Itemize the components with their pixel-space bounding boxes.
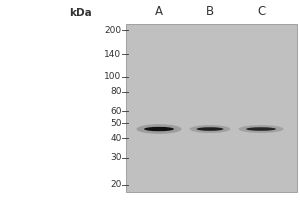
Bar	[126, 24, 297, 192]
Text: 200: 200	[104, 26, 122, 35]
Ellipse shape	[196, 127, 224, 131]
Text: kDa: kDa	[69, 8, 92, 18]
Text: 100: 100	[104, 72, 122, 81]
Text: 60: 60	[110, 107, 122, 116]
Ellipse shape	[246, 127, 276, 131]
Ellipse shape	[238, 125, 284, 133]
Text: 40: 40	[110, 134, 122, 143]
Text: B: B	[206, 5, 214, 18]
Ellipse shape	[136, 124, 182, 134]
Ellipse shape	[190, 125, 230, 133]
Text: 30: 30	[110, 153, 122, 162]
Text: C: C	[257, 5, 265, 18]
Text: 140: 140	[104, 50, 122, 59]
Text: 80: 80	[110, 87, 122, 96]
Text: 50: 50	[110, 119, 122, 128]
Text: A: A	[155, 5, 163, 18]
Ellipse shape	[144, 127, 174, 131]
Text: 20: 20	[110, 180, 122, 189]
